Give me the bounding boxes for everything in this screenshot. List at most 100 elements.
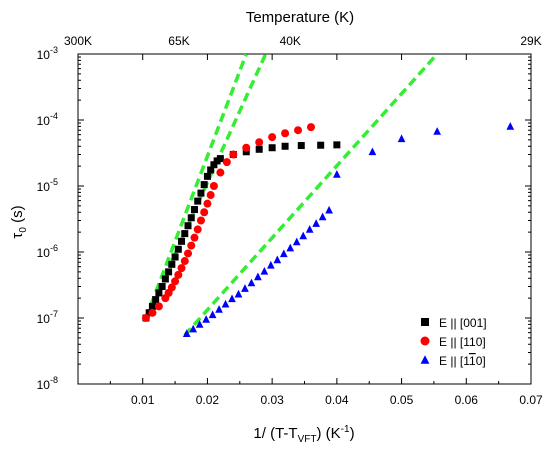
data-point: [241, 284, 249, 292]
legend-marker: [421, 318, 429, 326]
data-points: [141, 122, 515, 337]
data-point: [184, 249, 193, 258]
data-point: [158, 283, 166, 291]
data-point: [202, 315, 210, 323]
data-point: [165, 268, 173, 276]
data-point: [187, 241, 196, 250]
data-point: [154, 302, 163, 311]
data-point: [178, 237, 186, 245]
vft-fit-line: [183, 54, 439, 337]
y-axis-title: τ0 (s): [9, 205, 29, 238]
data-point: [292, 237, 301, 246]
x-tick-label: 0.02: [196, 393, 220, 407]
data-point: [208, 310, 217, 319]
data-point: [174, 270, 183, 279]
data-point: [286, 243, 295, 252]
data-point: [155, 289, 163, 297]
data-point: [195, 320, 204, 328]
top-tick-label: 29K: [520, 34, 541, 48]
data-point: [206, 191, 215, 200]
x-tick-label: 0.01: [131, 393, 155, 407]
x-axis-title-subscript: VFT: [298, 434, 317, 445]
y-tick-label: 10-8: [37, 375, 58, 392]
data-point: [177, 264, 186, 273]
data-point: [190, 206, 198, 214]
data-point: [506, 122, 515, 130]
data-point: [194, 197, 202, 205]
data-point: [190, 233, 199, 242]
data-point: [281, 142, 289, 150]
x-tick-label: 0.04: [325, 393, 349, 407]
legend-marker: [420, 355, 430, 364]
data-point: [268, 133, 277, 142]
y-tick-label: 10-6: [37, 243, 58, 260]
y-tick-label: 10-3: [37, 45, 58, 62]
data-point: [215, 305, 223, 313]
fit-lines: [144, 54, 439, 337]
x-axis-title-suffix: ) (K: [316, 425, 340, 442]
top-axis-title: Temperature (K): [246, 9, 354, 26]
data-point: [397, 134, 406, 143]
data-point: [254, 272, 262, 281]
data-point: [433, 127, 442, 135]
x-axis-title-prefix: 1/ (T-T: [253, 425, 297, 442]
data-point: [207, 166, 215, 174]
data-point: [242, 143, 251, 152]
data-point: [222, 158, 231, 167]
data-point: [200, 181, 208, 189]
x-tick-label: 0.07: [519, 393, 543, 407]
y-tick-label: 10-7: [37, 309, 58, 326]
data-point: [203, 172, 211, 180]
data-point: [221, 299, 230, 308]
data-point: [187, 214, 195, 222]
legend-label: E || [001]: [439, 316, 487, 330]
data-point: [312, 219, 320, 227]
data-point: [200, 208, 209, 217]
data-point: [305, 225, 314, 233]
data-point: [299, 231, 308, 240]
top-tick-label: 40K: [280, 34, 301, 48]
tick-labels: 0.01 0.02 0.03 0.04 0.05 0.06 0.07 10-8 10-7 10-6…: [37, 34, 543, 407]
legend-label: E || [110]: [439, 335, 486, 349]
data-point: [266, 260, 275, 269]
data-point: [174, 245, 182, 253]
data-point: [279, 249, 288, 258]
data-point: [242, 148, 250, 156]
legend: E || [001] E || [110] E || [110]: [420, 316, 487, 368]
x-tick-label: 0.03: [260, 393, 284, 407]
x-axis-title-end: ): [350, 425, 355, 442]
data-point: [171, 277, 180, 286]
data-point: [197, 189, 205, 197]
data-point: [193, 225, 202, 234]
data-point: [255, 138, 264, 147]
data-point: [152, 296, 160, 304]
data-point: [281, 129, 290, 138]
data-point: [317, 141, 325, 149]
data-point: [216, 155, 224, 163]
data-point: [234, 289, 243, 298]
data-point: [210, 161, 218, 169]
top-tick-label: 65K: [168, 34, 189, 48]
data-point: [368, 147, 377, 156]
legend-marker: [420, 336, 430, 346]
data-point: [196, 216, 205, 225]
data-point: [180, 257, 189, 266]
legend-label: E || [110]: [439, 354, 486, 368]
data-point: [171, 253, 179, 261]
data-point: [306, 123, 315, 132]
data-point: [294, 126, 303, 135]
data-point: [203, 199, 212, 208]
data-point: [216, 168, 225, 177]
data-point: [148, 308, 157, 317]
x-axis-title-superscript: -1: [341, 424, 350, 435]
data-point: [333, 170, 341, 178]
data-point: [273, 255, 282, 264]
data-point: [168, 260, 176, 268]
data-point: [181, 230, 189, 238]
data-point: [333, 141, 341, 149]
x-tick-label: 0.05: [390, 393, 414, 407]
top-tick-label: 300K: [64, 34, 92, 48]
axis-ticks: [78, 53, 532, 385]
y-axis-title-subscript: 0: [18, 227, 29, 233]
data-point: [268, 144, 276, 152]
